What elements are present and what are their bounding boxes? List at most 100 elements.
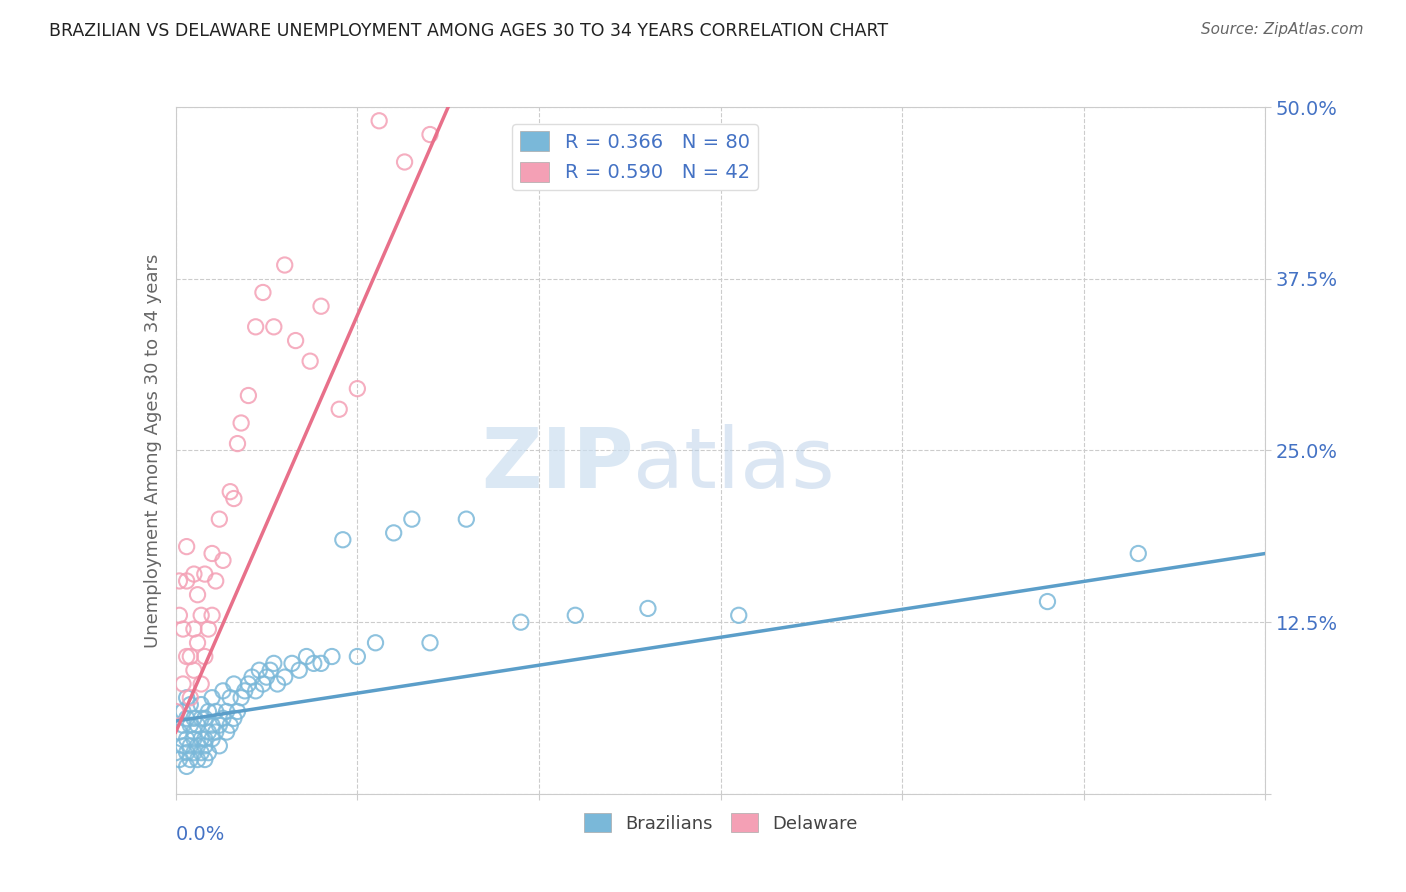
Point: [394, 155, 416, 169]
Point: [456, 512, 478, 526]
Point: [231, 416, 253, 430]
Point: [263, 319, 285, 334]
Point: [263, 657, 285, 671]
Point: [259, 663, 281, 677]
Point: [186, 718, 209, 732]
Point: [419, 636, 441, 650]
Point: [183, 567, 205, 582]
Point: [346, 382, 368, 396]
Point: [382, 525, 405, 540]
Point: [197, 705, 219, 719]
Point: [172, 718, 194, 732]
Point: [219, 484, 242, 499]
Point: [247, 663, 270, 677]
Point: [194, 739, 217, 753]
Point: [190, 711, 212, 725]
Point: [222, 677, 245, 691]
Point: [190, 698, 212, 712]
Point: [194, 711, 217, 725]
Point: [419, 128, 441, 142]
Point: [274, 258, 297, 272]
Point: [245, 319, 267, 334]
Point: [201, 731, 224, 746]
Legend: Brazilians, Delaware: Brazilians, Delaware: [576, 806, 865, 839]
Point: [186, 739, 209, 753]
Point: [186, 753, 209, 767]
Point: [204, 574, 226, 588]
Point: [274, 670, 297, 684]
Point: [165, 746, 187, 760]
Point: [165, 705, 187, 719]
Point: [169, 574, 191, 588]
Point: [215, 705, 238, 719]
Point: [172, 677, 194, 691]
Point: [1128, 546, 1150, 561]
Point: [183, 725, 205, 739]
Point: [245, 683, 267, 698]
Point: [169, 753, 191, 767]
Point: [197, 746, 219, 760]
Point: [176, 746, 198, 760]
Point: [346, 649, 368, 664]
Point: [194, 649, 217, 664]
Point: [252, 285, 274, 300]
Point: [190, 677, 212, 691]
Point: [176, 690, 198, 705]
Point: [190, 731, 212, 746]
Point: [194, 731, 217, 746]
Point: [176, 649, 198, 664]
Point: [179, 739, 201, 753]
Point: [212, 711, 235, 725]
Point: [226, 436, 249, 450]
Point: [179, 718, 201, 732]
Point: [201, 608, 224, 623]
Point: [190, 746, 212, 760]
Point: [197, 725, 219, 739]
Point: [186, 588, 209, 602]
Y-axis label: Unemployment Among Ages 30 to 34 years: Unemployment Among Ages 30 to 34 years: [143, 253, 162, 648]
Point: [194, 753, 217, 767]
Point: [309, 299, 332, 313]
Point: [509, 615, 531, 630]
Point: [183, 711, 205, 725]
Point: [169, 608, 191, 623]
Point: [183, 731, 205, 746]
Point: [179, 690, 201, 705]
Point: [295, 649, 318, 664]
Point: [183, 746, 205, 760]
Point: [179, 753, 201, 767]
Point: [219, 718, 242, 732]
Text: BRAZILIAN VS DELAWARE UNEMPLOYMENT AMONG AGES 30 TO 34 YEARS CORRELATION CHART: BRAZILIAN VS DELAWARE UNEMPLOYMENT AMONG…: [49, 22, 889, 40]
Point: [215, 725, 238, 739]
Point: [240, 670, 263, 684]
Point: [256, 670, 278, 684]
Point: [226, 705, 249, 719]
Point: [321, 649, 343, 664]
Point: [172, 705, 194, 719]
Point: [208, 739, 231, 753]
Point: [1036, 594, 1059, 608]
Point: [401, 512, 423, 526]
Point: [183, 622, 205, 636]
Point: [172, 739, 194, 753]
Point: [299, 354, 322, 368]
Point: [176, 759, 198, 773]
Point: [219, 690, 242, 705]
Text: ZIP: ZIP: [481, 424, 633, 505]
Point: [172, 622, 194, 636]
Point: [252, 677, 274, 691]
Point: [368, 113, 391, 128]
Point: [222, 711, 245, 725]
Text: 0.0%: 0.0%: [176, 825, 225, 844]
Point: [194, 567, 217, 582]
Point: [204, 725, 226, 739]
Point: [208, 512, 231, 526]
Point: [309, 657, 332, 671]
Point: [190, 608, 212, 623]
Point: [186, 636, 209, 650]
Point: [238, 388, 260, 402]
Point: [201, 690, 224, 705]
Point: [197, 622, 219, 636]
Point: [208, 718, 231, 732]
Point: [183, 663, 205, 677]
